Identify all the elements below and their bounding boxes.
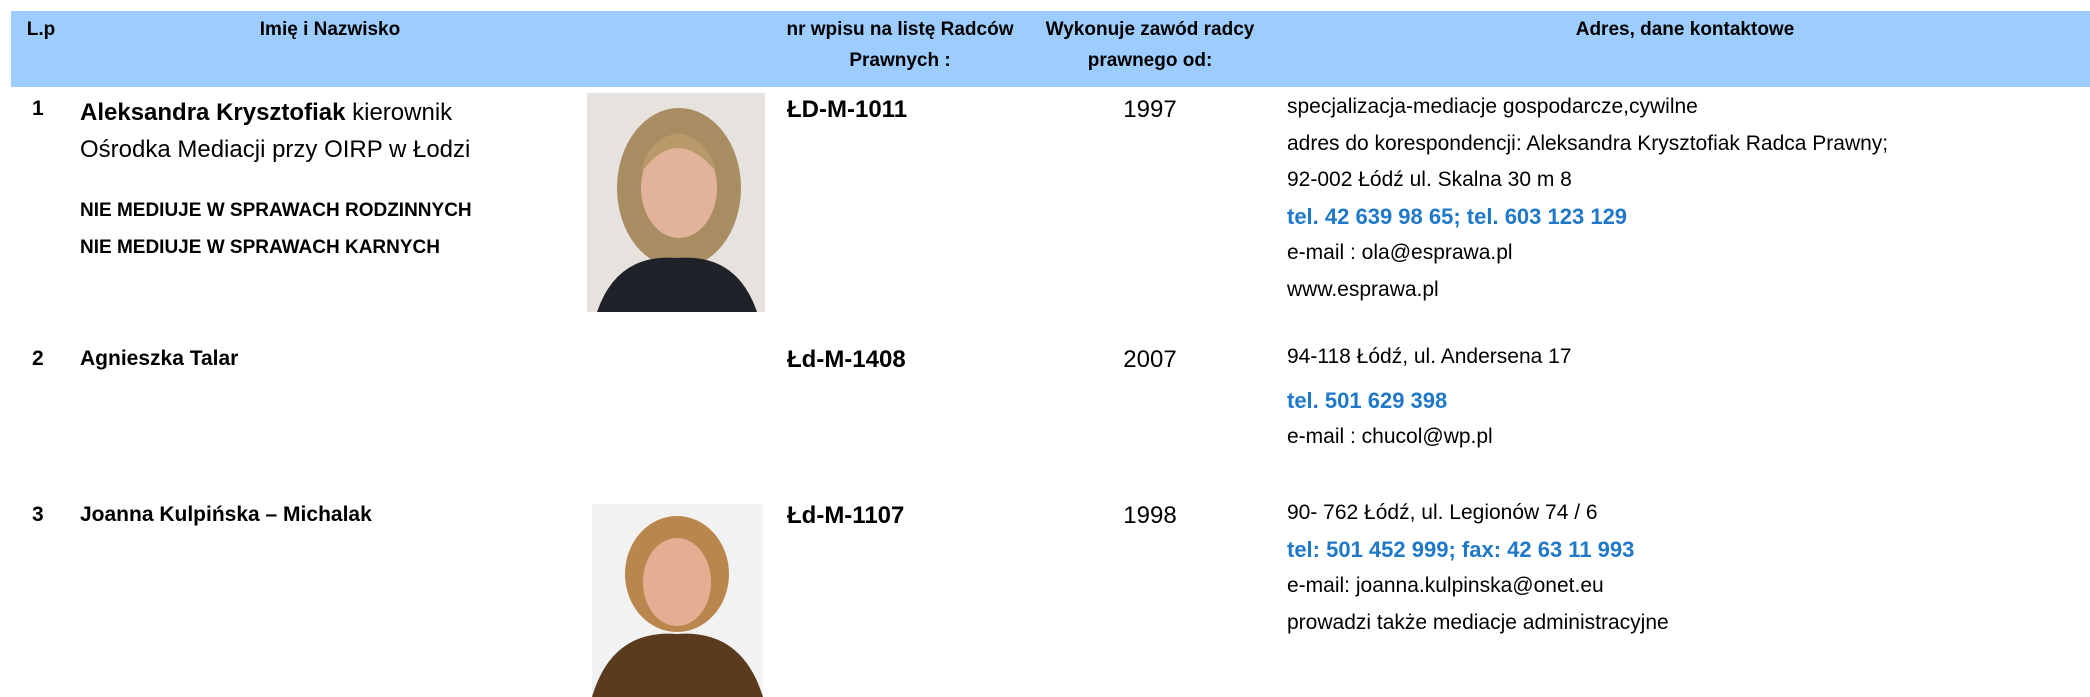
address-line: prowadzi także mediacje administracyjne <box>1287 610 1669 635</box>
year: 1998 <box>1070 502 1230 531</box>
header-cell: Wykonuje zawód radcy prawnego od: <box>1020 14 1280 76</box>
row-number: 1 <box>32 96 44 121</box>
header-cell: Imię i Nazwisko <box>80 14 580 45</box>
name: Agnieszka Talar <box>80 346 238 371</box>
register-number: ŁD-M-1011 <box>787 96 907 125</box>
name: Joanna Kulpińska – Michalak <box>80 502 372 527</box>
photo-art <box>592 504 763 697</box>
name-block: Aleksandra Krysztofiak kierownik Ośrodka… <box>80 94 540 168</box>
row-number: 2 <box>32 346 44 371</box>
address-line: www.esprawa.pl <box>1287 277 1439 302</box>
header-cell: Adres, dane kontaktowe <box>1280 14 2090 45</box>
register-number: Łd-M-1107 <box>787 502 904 531</box>
address-line: adres do korespondencji: Aleksandra Krys… <box>1287 131 1888 156</box>
address-line: specjalizacja-mediacje gospodarcze,cywil… <box>1287 94 1698 119</box>
phone: tel. 42 639 98 65; tel. 603 123 129 <box>1287 204 1627 230</box>
address-line: e-mail : chucol@wp.pl <box>1287 424 1493 449</box>
register-number: Łd-M-1408 <box>787 346 906 375</box>
address-line: 94-118 Łódź, ul. Andersena 17 <box>1287 344 1572 369</box>
header-cell: nr wpisu na listę Radców Prawnych : <box>770 14 1030 76</box>
year: 1997 <box>1070 96 1230 125</box>
name: Aleksandra Krysztofiak <box>80 99 345 126</box>
phone: tel. 501 629 398 <box>1287 388 1447 414</box>
note: NIE MEDIUJE W SPRAWACH KARNYCH <box>80 237 440 260</box>
address-line: 92-002 Łódź ul. Skalna 30 m 8 <box>1287 167 1572 192</box>
row-number: 3 <box>32 502 44 527</box>
header-cell: L.p <box>11 14 71 45</box>
photo <box>587 93 765 312</box>
page: L.p Imię i Nazwisko nr wpisu na listę Radc… <box>0 0 2090 697</box>
year: 2007 <box>1070 346 1230 375</box>
photo-art <box>587 93 765 312</box>
phone: tel: 501 452 999; fax: 42 63 11 993 <box>1287 537 1634 563</box>
address-line: e-mail : ola@esprawa.pl <box>1287 240 1513 265</box>
address-line: e-mail: joanna.kulpinska@onet.eu <box>1287 573 1604 598</box>
photo <box>592 504 763 697</box>
note: NIE MEDIUJE W SPRAWACH RODZINNYCH <box>80 200 472 223</box>
address-line: 90- 762 Łódź, ul. Legionów 74 / 6 <box>1287 500 1598 525</box>
